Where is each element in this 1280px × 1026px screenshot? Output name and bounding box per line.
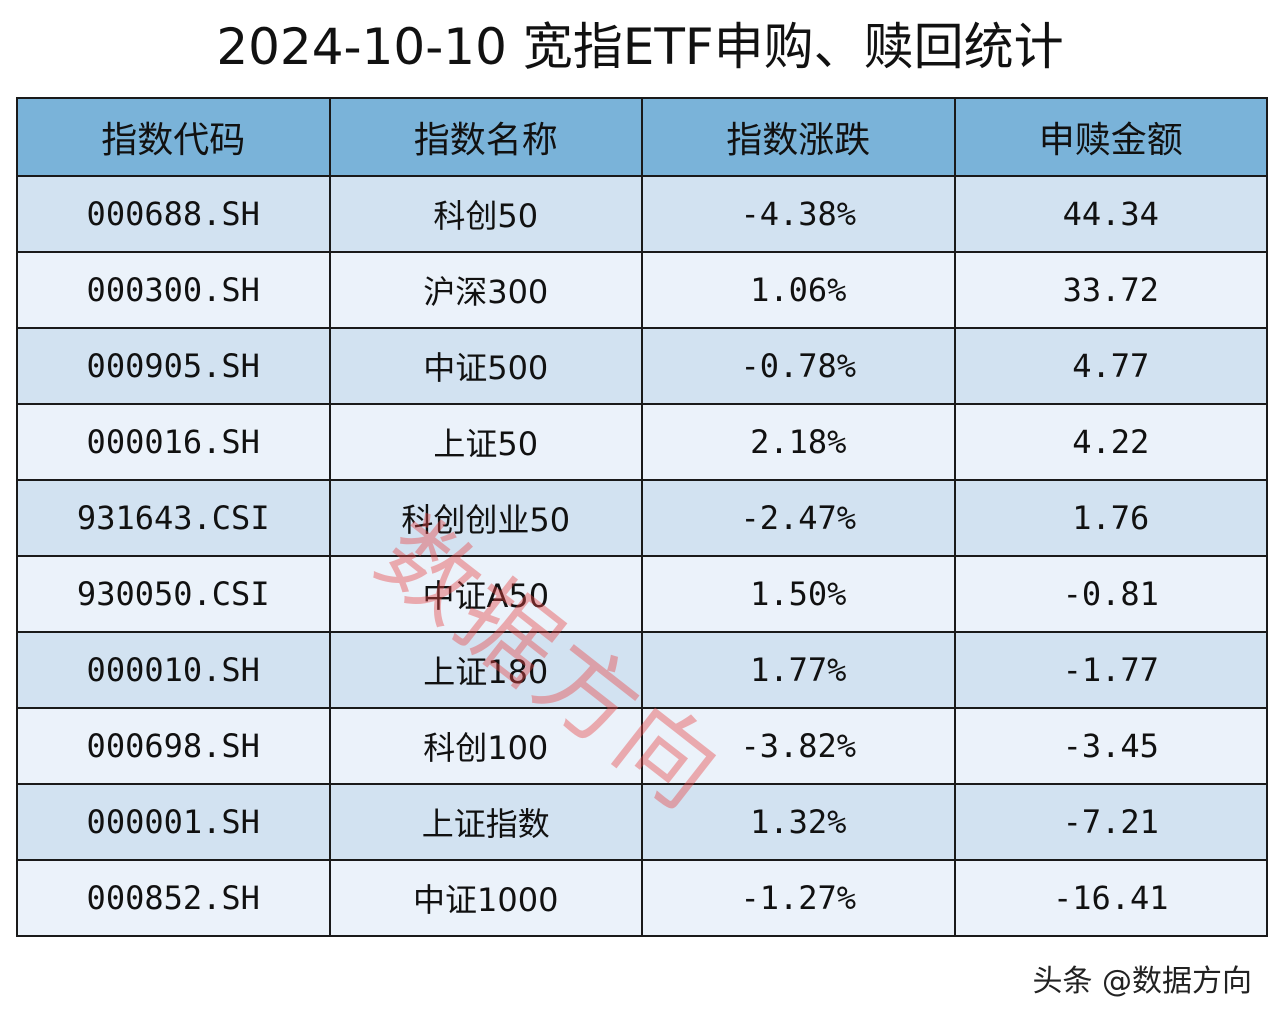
index-code-cell: 000698.SH — [16, 707, 331, 785]
index-change-cell: -2.47% — [641, 479, 956, 557]
index-change-cell: 1.50% — [641, 555, 956, 633]
index-name-cell: 上证指数 — [328, 783, 643, 861]
index-change-cell: -4.38% — [641, 175, 956, 253]
index-code-cell: 931643.CSI — [16, 479, 331, 557]
index-name-cell: 上证50 — [328, 403, 643, 481]
index-change-cell: -3.82% — [641, 707, 956, 785]
index-name-cell: 中证A50 — [328, 555, 643, 633]
header-index-code: 指数代码 — [16, 97, 331, 177]
index-name-cell: 上证180 — [328, 631, 643, 709]
table-row: 000010.SH 上证180 1.77% -1.77 — [16, 631, 1268, 709]
index-change-cell: -1.27% — [641, 859, 956, 937]
table-row: 000698.SH 科创100 -3.82% -3.45 — [16, 707, 1268, 785]
page-title: 2024-10-10 宽指ETF申购、赎回统计 — [216, 18, 1064, 76]
table-row: 000905.SH 中证500 -0.78% 4.77 — [16, 327, 1268, 405]
flow-amount-cell: -1.77 — [953, 631, 1268, 709]
index-code-cell: 000300.SH — [16, 251, 331, 329]
table-row: 931643.CSI 科创创业50 -2.47% 1.76 — [16, 479, 1268, 557]
index-name-cell: 中证500 — [328, 327, 643, 405]
flow-amount-cell: 4.77 — [953, 327, 1268, 405]
index-code-cell: 930050.CSI — [16, 555, 331, 633]
table-row: 000852.SH 中证1000 -1.27% -16.41 — [16, 859, 1268, 937]
flow-amount-cell: 44.34 — [953, 175, 1268, 253]
index-code-cell: 000016.SH — [16, 403, 331, 481]
table-row: 000300.SH 沪深300 1.06% 33.72 — [16, 251, 1268, 329]
index-name-cell: 沪深300 — [328, 251, 643, 329]
etf-statistics-table: 指数代码 指数名称 指数涨跌 申赎金额 000688.SH 科创50 -4.38… — [16, 97, 1268, 937]
index-code-cell: 000688.SH — [16, 175, 331, 253]
index-name-cell: 中证1000 — [328, 859, 643, 937]
table-header-row: 指数代码 指数名称 指数涨跌 申赎金额 — [16, 97, 1268, 177]
flow-amount-cell: -16.41 — [953, 859, 1268, 937]
header-index-name: 指数名称 — [328, 97, 643, 177]
table-row: 000001.SH 上证指数 1.32% -7.21 — [16, 783, 1268, 861]
flow-amount-cell: -7.21 — [953, 783, 1268, 861]
index-change-cell: 2.18% — [641, 403, 956, 481]
index-change-cell: 1.06% — [641, 251, 956, 329]
index-code-cell: 000010.SH — [16, 631, 331, 709]
flow-amount-cell: 33.72 — [953, 251, 1268, 329]
index-name-cell: 科创创业50 — [328, 479, 643, 557]
flow-amount-cell: 1.76 — [953, 479, 1268, 557]
table-row: 000016.SH 上证50 2.18% 4.22 — [16, 403, 1268, 481]
table-row: 930050.CSI 中证A50 1.50% -0.81 — [16, 555, 1268, 633]
flow-amount-cell: 4.22 — [953, 403, 1268, 481]
index-code-cell: 000001.SH — [16, 783, 331, 861]
index-name-cell: 科创50 — [328, 175, 643, 253]
footer-credit: 头条 @数据方向 — [1032, 964, 1252, 999]
flow-amount-cell: -3.45 — [953, 707, 1268, 785]
flow-amount-cell: -0.81 — [953, 555, 1268, 633]
index-change-cell: 1.32% — [641, 783, 956, 861]
index-code-cell: 000852.SH — [16, 859, 331, 937]
index-change-cell: 1.77% — [641, 631, 956, 709]
index-code-cell: 000905.SH — [16, 327, 331, 405]
table-row: 000688.SH 科创50 -4.38% 44.34 — [16, 175, 1268, 253]
header-index-change: 指数涨跌 — [641, 97, 956, 177]
header-flow-amount: 申赎金额 — [953, 97, 1268, 177]
index-change-cell: -0.78% — [641, 327, 956, 405]
index-name-cell: 科创100 — [328, 707, 643, 785]
